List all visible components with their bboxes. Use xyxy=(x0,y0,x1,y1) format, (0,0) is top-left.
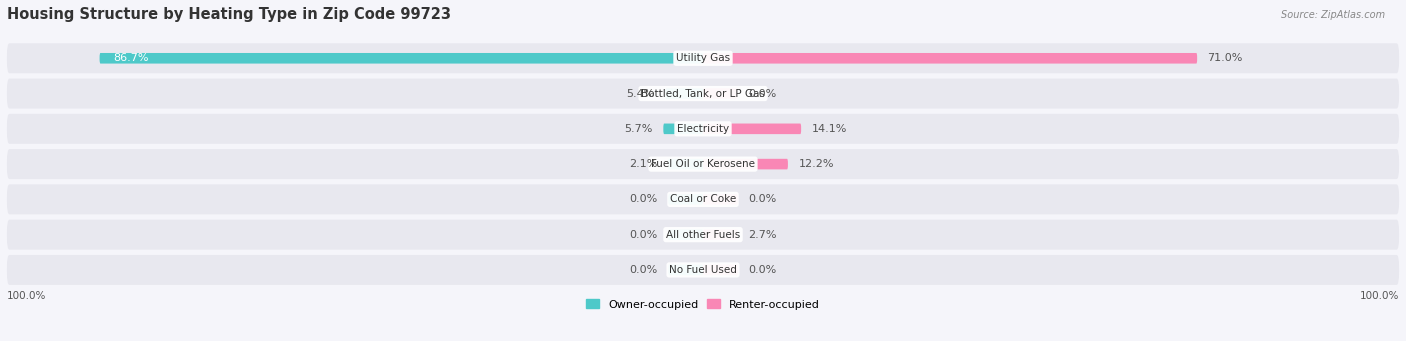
FancyBboxPatch shape xyxy=(668,265,703,275)
Text: 0.0%: 0.0% xyxy=(748,194,776,204)
Text: Utility Gas: Utility Gas xyxy=(676,53,730,63)
FancyBboxPatch shape xyxy=(100,53,703,63)
Text: 100.0%: 100.0% xyxy=(7,291,46,301)
FancyBboxPatch shape xyxy=(703,88,738,99)
Text: 5.4%: 5.4% xyxy=(627,89,655,99)
Text: No Fuel Used: No Fuel Used xyxy=(669,265,737,275)
Text: Source: ZipAtlas.com: Source: ZipAtlas.com xyxy=(1281,10,1385,20)
FancyBboxPatch shape xyxy=(668,159,703,169)
Text: 0.0%: 0.0% xyxy=(630,229,658,240)
FancyBboxPatch shape xyxy=(668,194,703,205)
Text: 2.7%: 2.7% xyxy=(748,229,776,240)
Text: Fuel Oil or Kerosene: Fuel Oil or Kerosene xyxy=(651,159,755,169)
Text: 86.7%: 86.7% xyxy=(114,53,149,63)
Text: 0.0%: 0.0% xyxy=(630,265,658,275)
Legend: Owner-occupied, Renter-occupied: Owner-occupied, Renter-occupied xyxy=(581,295,825,314)
Text: 71.0%: 71.0% xyxy=(1208,53,1243,63)
FancyBboxPatch shape xyxy=(703,194,738,205)
FancyBboxPatch shape xyxy=(7,43,1399,73)
FancyBboxPatch shape xyxy=(668,229,703,240)
FancyBboxPatch shape xyxy=(7,78,1399,108)
Text: Bottled, Tank, or LP Gas: Bottled, Tank, or LP Gas xyxy=(641,89,765,99)
FancyBboxPatch shape xyxy=(7,220,1399,250)
FancyBboxPatch shape xyxy=(7,149,1399,179)
Text: Electricity: Electricity xyxy=(676,124,730,134)
Text: Housing Structure by Heating Type in Zip Code 99723: Housing Structure by Heating Type in Zip… xyxy=(7,7,451,22)
FancyBboxPatch shape xyxy=(703,123,801,134)
FancyBboxPatch shape xyxy=(703,159,787,169)
FancyBboxPatch shape xyxy=(7,184,1399,214)
Text: 12.2%: 12.2% xyxy=(799,159,834,169)
Text: 100.0%: 100.0% xyxy=(1360,291,1399,301)
FancyBboxPatch shape xyxy=(665,88,703,99)
Text: 0.0%: 0.0% xyxy=(748,265,776,275)
FancyBboxPatch shape xyxy=(703,53,1197,63)
FancyBboxPatch shape xyxy=(7,114,1399,144)
Text: All other Fuels: All other Fuels xyxy=(666,229,740,240)
FancyBboxPatch shape xyxy=(664,123,703,134)
Text: Coal or Coke: Coal or Coke xyxy=(669,194,737,204)
Text: 2.1%: 2.1% xyxy=(630,159,658,169)
Text: 0.0%: 0.0% xyxy=(630,194,658,204)
FancyBboxPatch shape xyxy=(7,255,1399,285)
FancyBboxPatch shape xyxy=(703,229,738,240)
Text: 14.1%: 14.1% xyxy=(811,124,846,134)
FancyBboxPatch shape xyxy=(703,265,738,275)
Text: 5.7%: 5.7% xyxy=(624,124,652,134)
Text: 0.0%: 0.0% xyxy=(748,89,776,99)
